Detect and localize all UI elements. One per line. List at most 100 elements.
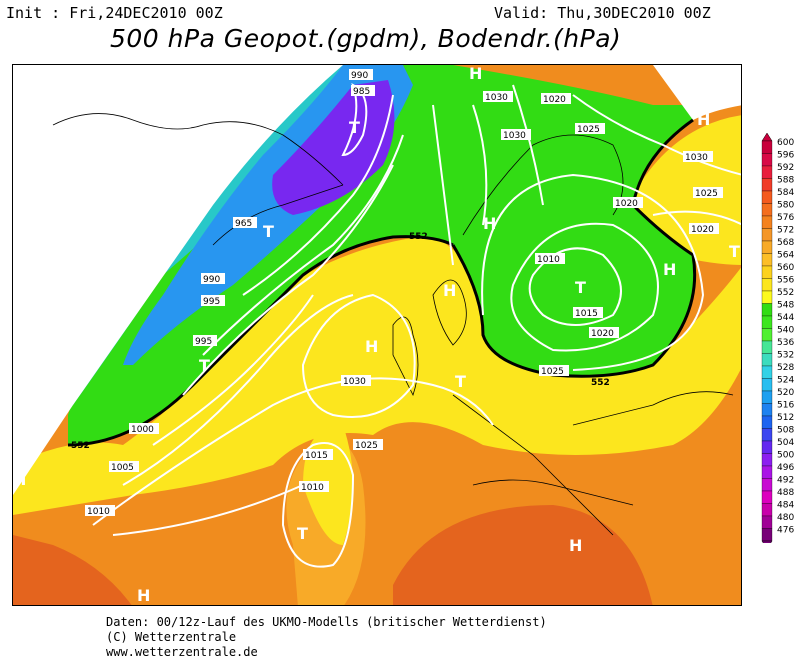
scale-swatch [761, 528, 773, 542]
isobars [92, 83, 741, 568]
chart-title: 500 hPa Geopot.(gpdm), Bodendr.(hPa) [110, 24, 622, 53]
pressure-label: 1020 [543, 95, 566, 105]
scale-label: 556 [777, 276, 794, 286]
pressure-centers: T T T H H H T H H H T T H H H T [13, 65, 740, 605]
scale-swatch [761, 303, 773, 317]
scale-swatch [761, 265, 773, 279]
scale-label: 520 [777, 388, 794, 398]
low-marker-canada: T [263, 222, 274, 241]
scale-swatch [761, 465, 773, 479]
scale-label: 580 [777, 201, 794, 211]
scale-label: 544 [777, 313, 794, 323]
pressure-labels: 990 985 965 990 995 995 1000 1005 1010 1… [85, 69, 723, 517]
scale-label: 516 [777, 401, 794, 411]
scale-label: 528 [777, 363, 794, 373]
weather-map-svg: 990 985 965 990 995 995 1000 1005 1010 1… [13, 65, 741, 605]
scale-swatch [761, 315, 773, 329]
pressure-label: 1020 [691, 225, 714, 235]
scale-label: 548 [777, 301, 794, 311]
geopotential-fill-yellow [13, 235, 741, 515]
pressure-label: 990 [351, 71, 368, 81]
high-marker-norway: H [443, 281, 456, 300]
coastlines [52, 113, 734, 536]
footer-copyright: (C) Wetterzentrale [106, 630, 237, 644]
low-marker-azores: T [297, 524, 308, 543]
contour-label-552: 552 [409, 232, 428, 242]
low-marker-east: T [729, 242, 740, 261]
pressure-label: 1030 [343, 377, 366, 387]
low-marker-atlantic: T [199, 356, 210, 375]
scale-swatch [761, 165, 773, 179]
scale-swatch [761, 203, 773, 217]
scale-swatch [761, 278, 773, 292]
scale-swatch [761, 478, 773, 492]
scale-swatch [761, 228, 773, 242]
scale-label: 492 [777, 476, 794, 486]
scale-swatch [761, 415, 773, 429]
scale-label: 504 [777, 438, 794, 448]
scale-top-arrow [761, 133, 773, 142]
scale-label: 480 [777, 513, 794, 523]
scale-label: 500 [777, 451, 794, 461]
pressure-label: 1025 [577, 125, 600, 135]
pressure-label: 1010 [87, 507, 110, 517]
pressure-label: 1030 [685, 153, 708, 163]
high-marker-southwest: H [137, 586, 150, 605]
pressure-label: 1020 [591, 329, 614, 339]
scale-swatch [761, 153, 773, 167]
pressure-label: 1015 [575, 309, 598, 319]
low-marker-greenland: T [349, 118, 360, 137]
high-marker-northeast: H [697, 110, 710, 129]
init-time-label: Init : Fri,24DEC2010 00Z [6, 4, 223, 22]
geopotential-fill-dark-med [393, 505, 653, 605]
scale-label: 476 [777, 526, 794, 536]
pressure-label: 1025 [695, 189, 718, 199]
pressure-label: 1010 [301, 483, 324, 493]
high-marker-scandinavia: H [483, 214, 496, 233]
scale-bottom-arrow [761, 540, 773, 543]
high-marker-britain: H [365, 337, 378, 356]
scale-label: 564 [777, 251, 794, 261]
scale-label: 540 [777, 326, 794, 336]
scale-label: 568 [777, 238, 794, 248]
scale-swatch [761, 440, 773, 454]
scale-label: 496 [777, 463, 794, 473]
scale-label: 484 [777, 501, 794, 511]
high-marker-north: H [469, 65, 482, 83]
scale-label: 524 [777, 376, 794, 386]
pressure-label: 1030 [503, 131, 526, 141]
footer-website[interactable]: www.wetterzentrale.de [106, 645, 258, 659]
scale-label: 536 [777, 338, 794, 348]
scale-label: 552 [777, 288, 794, 298]
scale-label: 512 [777, 413, 794, 423]
color-scale-legend: 600 596 592 588 584 580 576 572 568 564 560 556 552 5… [761, 133, 794, 543]
geopotential-fill-purple [272, 80, 395, 215]
unmapped-area [13, 65, 343, 495]
scale-swatch [761, 140, 773, 154]
scale-label: 532 [777, 351, 794, 361]
low-marker-baltic: T [575, 278, 586, 297]
pressure-label: 1015 [305, 451, 328, 461]
pressure-label: 1030 [485, 93, 508, 103]
pressure-label: 1000 [131, 425, 154, 435]
pressure-label: 990 [203, 275, 220, 285]
pressure-label: 995 [195, 337, 212, 347]
valid-time-label: Valid: Thu,30DEC2010 00Z [494, 4, 711, 22]
scale-swatch [761, 190, 773, 204]
scale-swatch [761, 378, 773, 392]
scale-swatch [761, 503, 773, 517]
scale-swatch [761, 403, 773, 417]
footer-data-source: Daten: 00/12z-Lauf des UKMO-Modells (bri… [106, 615, 547, 629]
scale-label: 584 [777, 188, 794, 198]
scale-swatch [761, 328, 773, 342]
scale-swatch [761, 428, 773, 442]
high-marker-mediterranean: H [569, 536, 582, 555]
scale-swatch [761, 453, 773, 467]
scale-swatch [761, 365, 773, 379]
scale-swatch [761, 178, 773, 192]
pressure-label: 995 [203, 297, 220, 307]
unmapped-area-ne [653, 65, 741, 120]
scale-swatch [761, 215, 773, 229]
pressure-label: 985 [353, 87, 370, 97]
scale-label: 592 [777, 163, 794, 173]
